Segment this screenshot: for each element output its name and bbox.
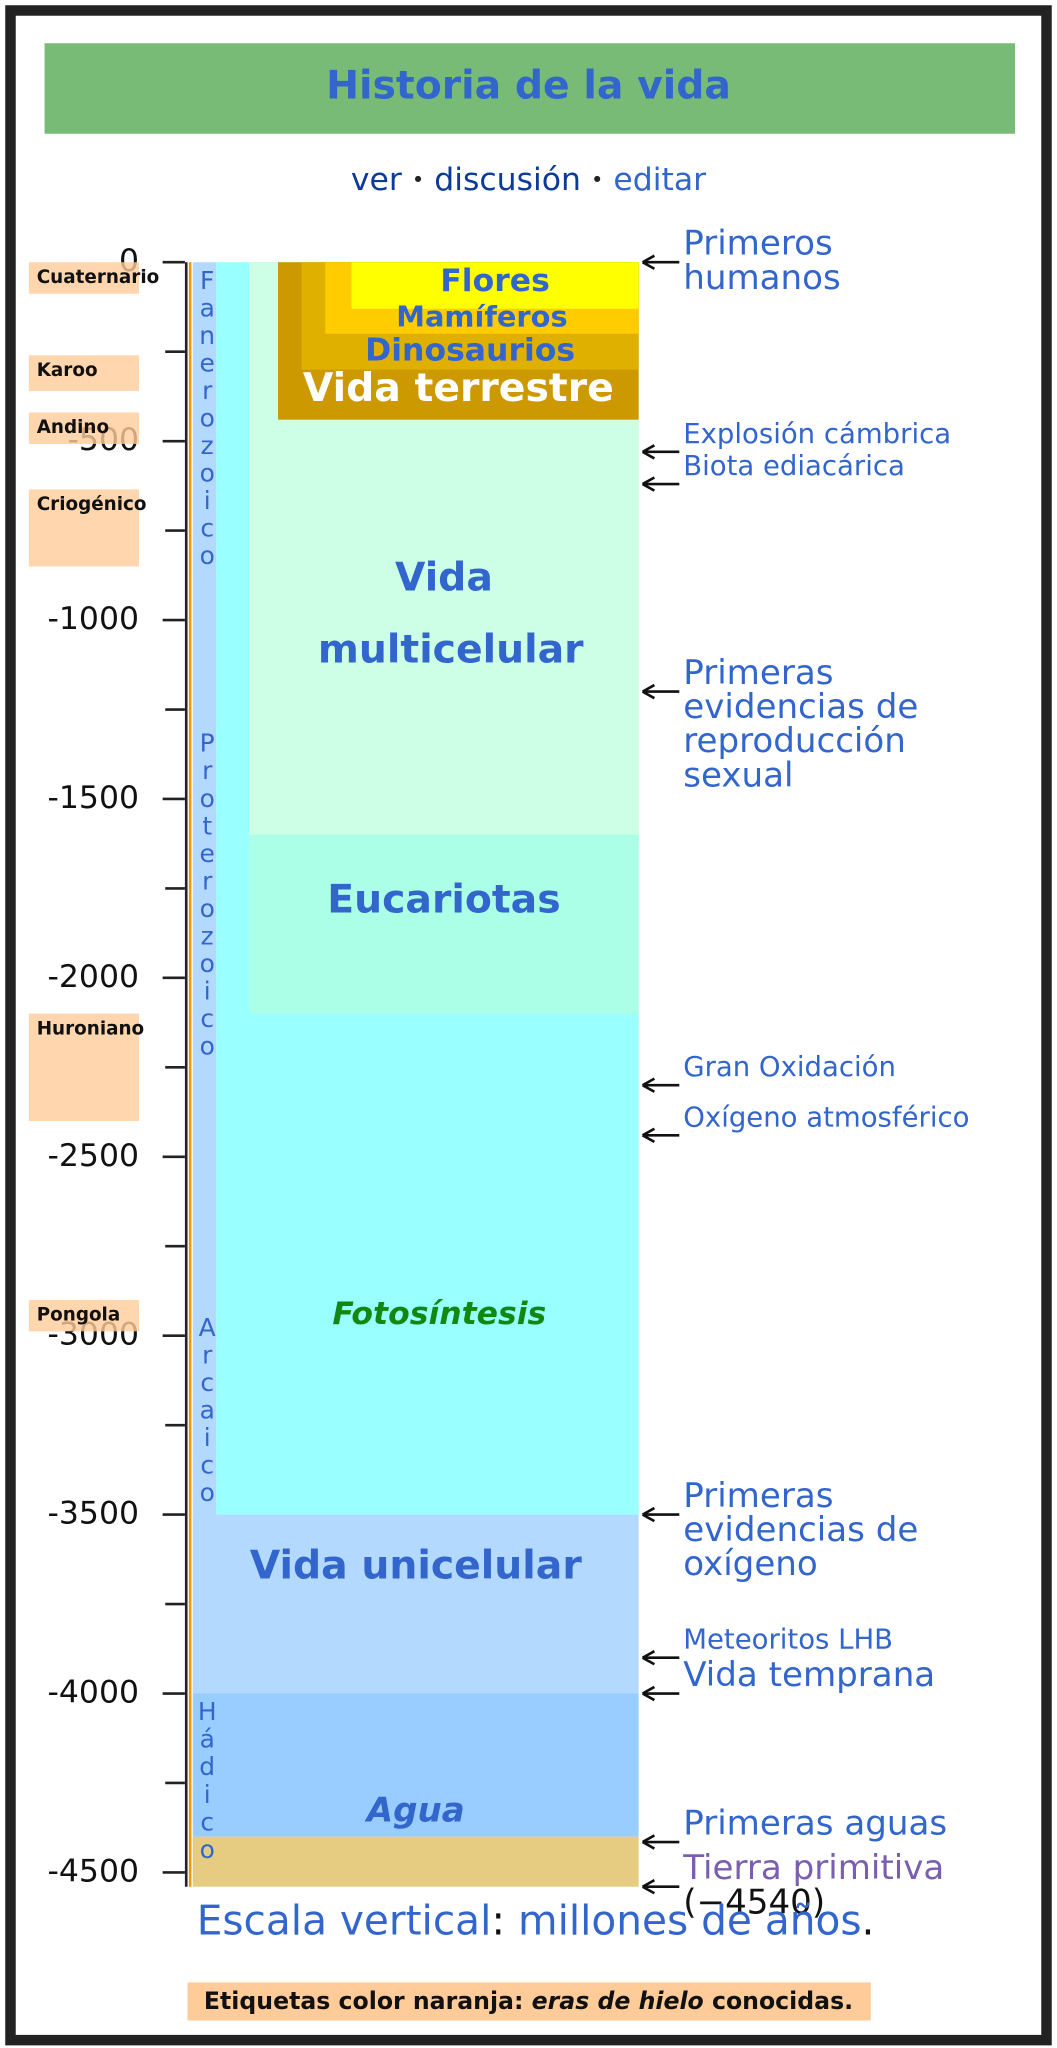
- earth-band: [192, 1836, 639, 1887]
- note-lead: Etiquetas color naranja:: [204, 1987, 532, 2015]
- event-label: humanos: [683, 258, 841, 298]
- y-tick-label: -1000: [48, 601, 139, 637]
- event-label: Gran Oxidación: [683, 1051, 896, 1083]
- event-label: oxígeno: [683, 1544, 817, 1584]
- ice-age-band: [28, 1299, 140, 1332]
- y-tick-label: -4000: [48, 1675, 139, 1711]
- ice-age-label: Criogénico: [37, 494, 147, 515]
- ice-age-band: [28, 355, 140, 392]
- event-label: Vida temprana: [683, 1655, 935, 1695]
- arrow-head: [641, 1506, 656, 1523]
- scale-link[interactable]: Escala vertical: [197, 1896, 492, 1944]
- event-label: Primeras: [683, 1476, 833, 1516]
- separator: •: [412, 168, 424, 192]
- event-label: sexual: [683, 755, 793, 795]
- event-label: reproducción: [683, 721, 906, 761]
- event-label: Biota ediacárica: [683, 450, 905, 482]
- arrow-head: [641, 1077, 656, 1093]
- event-label: Explosión cámbrica: [683, 418, 951, 450]
- unit-link[interactable]: millones de años: [518, 1896, 862, 1944]
- period-label: Flores: [440, 263, 550, 299]
- period-label: Agua: [364, 1790, 465, 1830]
- ice-age-label: Huroniano: [37, 1018, 144, 1039]
- event-label: Tierra primitiva: [682, 1848, 944, 1888]
- arrow-head: [641, 1879, 656, 1895]
- ice-age-band: [28, 489, 140, 567]
- ice-age-label: Cuaternario: [37, 267, 160, 288]
- ice-age-label: Pongola: [37, 1305, 121, 1326]
- separator: •: [591, 168, 603, 192]
- period-block: [192, 1514, 639, 1694]
- title: Historia de la vida: [326, 62, 731, 108]
- arrow-head: [641, 1685, 656, 1702]
- y-tick-label: -2500: [48, 1138, 139, 1174]
- scale-caption: Escala vertical: millones de años.: [197, 1896, 875, 1944]
- event-label: Primeros: [683, 224, 832, 264]
- link-editar[interactable]: editar: [613, 162, 706, 198]
- arrow-head: [641, 476, 656, 492]
- event-label: evidencias de: [683, 687, 918, 727]
- period-block: [192, 1693, 639, 1837]
- period-label: Fotosíntesis: [332, 1296, 546, 1332]
- period: .: [862, 1896, 875, 1944]
- event-label: Primeras aguas: [683, 1803, 947, 1843]
- event-label: Oxígeno atmosférico: [683, 1101, 969, 1133]
- nav: ver • discusión • editar: [351, 162, 706, 198]
- y-tick-label: -4500: [48, 1853, 139, 1889]
- period-label: Vida multicelular: [304, 554, 584, 672]
- y-tick-label: -2000: [48, 959, 139, 995]
- note-box: [187, 1982, 871, 2021]
- period-label: Vida unicelular: [250, 1543, 583, 1589]
- event-label: Meteoritos LHB: [683, 1624, 893, 1656]
- arrow-head: [641, 1834, 656, 1850]
- event-value-label: (−4540): [683, 1882, 825, 1922]
- timeline: Agua Vida unicelular Fotosíntesis Vida mult…: [28, 224, 969, 1922]
- y-tick-label: -3500: [48, 1496, 139, 1532]
- arrow-head: [641, 444, 656, 460]
- ice-age-label: Karoo: [37, 360, 98, 381]
- arrow-head: [641, 1650, 656, 1666]
- period-label: Mamíferos: [396, 300, 567, 334]
- y-tick-label: -1500: [48, 780, 139, 816]
- period-label: Vida terrestre: [303, 365, 614, 411]
- ice-age-label: Andino: [37, 417, 109, 438]
- arrow-head: [641, 1127, 656, 1144]
- event-label: evidencias de: [683, 1510, 918, 1550]
- arrow-head: [641, 683, 656, 700]
- ice-age-band: [28, 1013, 140, 1121]
- note: Etiquetas color naranja: eras de hielo c…: [204, 1987, 853, 2015]
- title-bar: [44, 43, 1016, 134]
- note-tail: conocidas.: [704, 1987, 853, 2015]
- period-block: [351, 262, 639, 309]
- ice-age-band: [28, 262, 140, 294]
- colon: :: [491, 1896, 505, 1944]
- arrow-head: [641, 254, 656, 270]
- note-emphasis: eras de hielo: [532, 1987, 704, 2015]
- eon-column: [192, 262, 217, 1694]
- link-ver[interactable]: ver: [351, 162, 402, 198]
- link-discusion[interactable]: discusión: [434, 162, 581, 198]
- period-label: Dinosaurios: [365, 332, 575, 368]
- ice-age-band: [28, 412, 140, 444]
- period-block: [249, 834, 639, 1014]
- event-label: Primeras: [683, 653, 833, 693]
- period-label: Eucariotas: [327, 877, 560, 923]
